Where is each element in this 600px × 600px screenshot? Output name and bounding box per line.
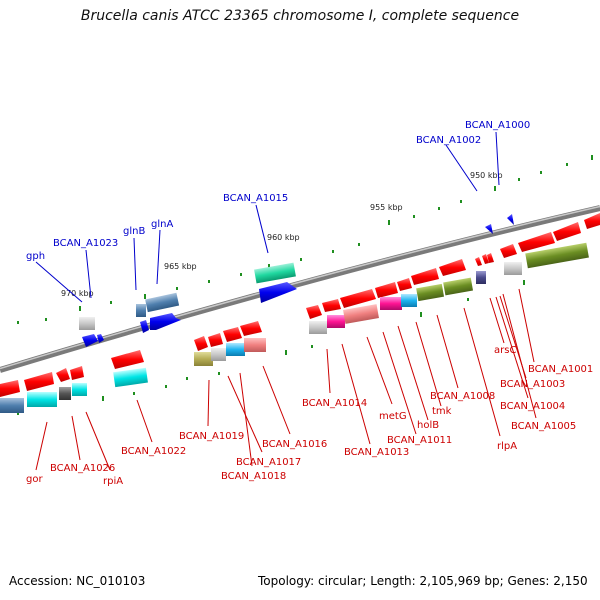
- label-BCAN_A1004[interactable]: BCAN_A1004: [500, 401, 565, 412]
- outer-scale-track: [17, 155, 593, 324]
- forward-leaders: [35, 131, 500, 303]
- label-BCAN_A1014[interactable]: BCAN_A1014: [302, 398, 367, 409]
- cog-cyan-a[interactable]: [27, 392, 57, 407]
- cog-sky-a[interactable]: [226, 343, 245, 356]
- tick-label-950: 950 kbp: [470, 171, 503, 180]
- label-holB[interactable]: holB: [417, 420, 439, 431]
- gene-BCAN_A1015[interactable]: [259, 282, 297, 303]
- map-title: Brucella canis ATCC 23365 chromosome I, …: [80, 8, 520, 24]
- label-gor[interactable]: gor: [26, 474, 43, 485]
- cog-olive-a[interactable]: [416, 283, 445, 302]
- reverse-leaders: [35, 288, 537, 471]
- cog-magenta-b[interactable]: [380, 297, 402, 310]
- label-gph[interactable]: gph: [26, 251, 45, 262]
- gene-red-08[interactable]: [223, 327, 242, 342]
- label-BCAN_A1023[interactable]: BCAN_A1023: [53, 238, 118, 249]
- cog-olive-c[interactable]: [525, 242, 589, 269]
- gene-red-22[interactable]: [553, 222, 581, 241]
- gene-red-05[interactable]: [111, 350, 144, 369]
- label-BCAN_A1011[interactable]: BCAN_A1011: [387, 435, 452, 446]
- gene-BCAN_A1023[interactable]: [79, 317, 95, 330]
- accession-text: Accession: NC_010103: [9, 574, 146, 588]
- tick-label-965: 965 kbp: [164, 262, 197, 271]
- cog-grey-c[interactable]: [504, 262, 522, 275]
- gene-red-12[interactable]: [340, 289, 376, 308]
- cog-slate-a[interactable]: [476, 271, 486, 284]
- label-arsC[interactable]: arsC: [494, 345, 516, 356]
- cog-grey-b[interactable]: [309, 321, 327, 334]
- topology-text: Topology: circular; Length: 2,105,969 bp…: [258, 574, 588, 588]
- gene-red-07[interactable]: [208, 333, 223, 347]
- label-BCAN_A1008[interactable]: BCAN_A1008: [430, 391, 495, 402]
- gene-red-11[interactable]: [322, 299, 341, 312]
- gene-red-09[interactable]: [240, 321, 262, 336]
- label-BCAN_A1000[interactable]: BCAN_A1000: [465, 120, 530, 131]
- cog-sky-b[interactable]: [401, 294, 417, 307]
- reverse-labels: gor BCAN_A1026 rpiA BCAN_A1022 BCAN_A101…: [26, 345, 593, 487]
- tick-label-960: 960 kbp: [267, 233, 300, 242]
- cog-cyan-c[interactable]: [113, 367, 148, 388]
- label-BCAN_A1022[interactable]: BCAN_A1022: [121, 446, 186, 457]
- gene-red-04[interactable]: [70, 366, 84, 380]
- label-BCAN_A1005[interactable]: BCAN_A1005: [511, 421, 576, 432]
- cog-grey-a[interactable]: [211, 348, 226, 361]
- gene-red-13[interactable]: [375, 282, 398, 298]
- gene-glnB-track[interactable]: [136, 304, 146, 317]
- label-BCAN_A1018[interactable]: BCAN_A1018: [221, 471, 286, 482]
- gene-red-02[interactable]: [24, 372, 54, 391]
- label-tmk[interactable]: tmk: [432, 406, 452, 417]
- forward-labels: gph BCAN_A1023 glnB glnA BCAN_A1015 BCAN…: [26, 120, 530, 262]
- cog-khaki-a[interactable]: [194, 352, 213, 366]
- label-glnB[interactable]: glnB: [123, 226, 145, 237]
- label-BCAN_A1019[interactable]: BCAN_A1019: [179, 431, 244, 442]
- label-BCAN_A1016[interactable]: BCAN_A1016: [262, 439, 327, 450]
- cog-dark-a[interactable]: [59, 387, 71, 400]
- label-BCAN_A1003[interactable]: BCAN_A1003: [500, 379, 565, 390]
- cog-cyan-b[interactable]: [72, 383, 87, 396]
- gene-red-18[interactable]: [482, 254, 489, 264]
- gene-BCAN_A1000[interactable]: [507, 214, 514, 225]
- label-glnA[interactable]: glnA: [151, 219, 173, 230]
- cog-magenta-a[interactable]: [327, 315, 345, 328]
- gene-red-23[interactable]: [584, 213, 600, 229]
- cog-olive-b[interactable]: [443, 277, 474, 296]
- gene-red-20[interactable]: [500, 244, 517, 258]
- gene-red-15[interactable]: [411, 268, 439, 285]
- label-metG[interactable]: metG: [379, 411, 407, 422]
- forward-strand-track: [79, 214, 514, 347]
- gene-glnA[interactable]: [150, 313, 181, 330]
- gene-glnA-track[interactable]: [145, 292, 180, 313]
- label-BCAN_A1015[interactable]: BCAN_A1015: [223, 193, 288, 204]
- gene-BCAN_A1015-track[interactable]: [254, 262, 296, 284]
- gene-gph[interactable]: [82, 334, 98, 347]
- inner-scale-track: [17, 280, 525, 415]
- gene-red-17[interactable]: [475, 257, 482, 266]
- gene-BCAN_A1002[interactable]: [485, 224, 493, 234]
- label-BCAN_A1002[interactable]: BCAN_A1002: [416, 135, 481, 146]
- label-BCAN_A1001[interactable]: BCAN_A1001: [528, 364, 593, 375]
- gene-red-01[interactable]: [0, 380, 20, 397]
- reverse-strand-track: [0, 213, 600, 413]
- label-BCAN_A1026[interactable]: BCAN_A1026: [50, 463, 115, 474]
- label-rlpA[interactable]: rlpA: [497, 441, 517, 452]
- label-BCAN_A1017[interactable]: BCAN_A1017: [236, 457, 301, 468]
- gene-red-21[interactable]: [518, 232, 555, 252]
- tick-label-970: 970 kbp: [61, 289, 94, 298]
- gene-red-06[interactable]: [194, 336, 208, 351]
- cog-pink-b[interactable]: [343, 304, 379, 324]
- label-BCAN_A1013[interactable]: BCAN_A1013: [344, 447, 409, 458]
- gene-red-19[interactable]: [487, 253, 494, 263]
- label-rpiA[interactable]: rpiA: [103, 476, 123, 487]
- tick-label-955: 955 kbp: [370, 203, 403, 212]
- gene-glnB[interactable]: [140, 320, 149, 333]
- gene-gph-b[interactable]: [97, 334, 104, 343]
- gene-red-03[interactable]: [56, 368, 70, 382]
- cog-pink-a[interactable]: [244, 338, 266, 352]
- gene-red-16[interactable]: [439, 259, 466, 276]
- gene-red-14[interactable]: [397, 278, 412, 291]
- cog-steel-a[interactable]: [0, 398, 24, 413]
- gene-red-10[interactable]: [306, 305, 322, 319]
